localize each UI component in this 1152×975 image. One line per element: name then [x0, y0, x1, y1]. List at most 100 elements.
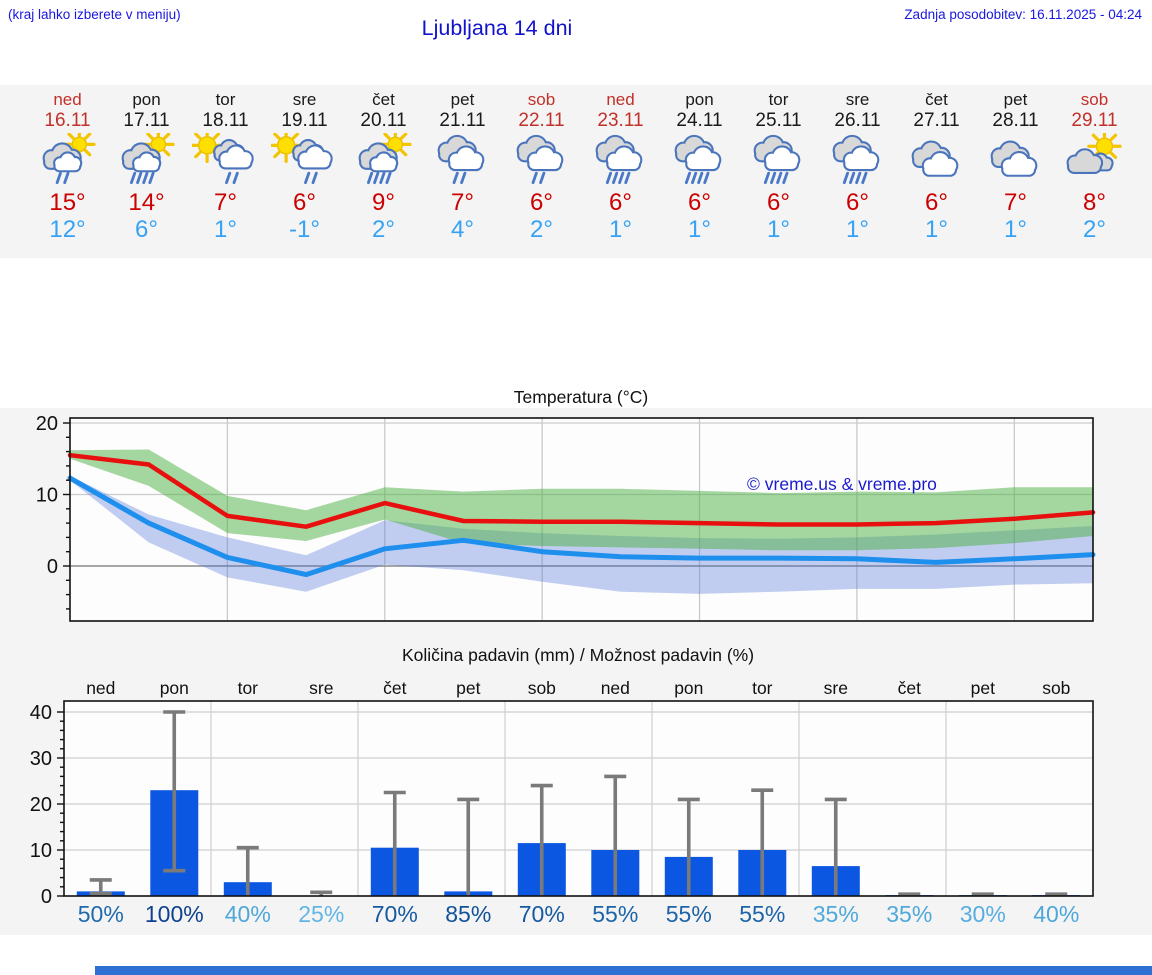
- precip-probability-label: 100%: [145, 901, 204, 927]
- day-date-label: 29.11: [1071, 110, 1118, 131]
- max-temp-label: 15°: [49, 189, 86, 216]
- weather-icon-sun-cloud-rain2: [42, 128, 96, 185]
- max-temp-label: 14°: [128, 189, 165, 216]
- min-temp-label: 2°: [530, 216, 553, 243]
- max-temp-label: 6°: [530, 189, 553, 216]
- day-date-label: 25.11: [755, 110, 802, 131]
- max-temp-label: 6°: [925, 189, 948, 216]
- day-date-label: 23.11: [597, 110, 644, 131]
- precip-probability-label: 50%: [78, 901, 124, 927]
- weather-icon-sunny-cloud-rain2: [188, 127, 254, 185]
- precip-probability-label: 85%: [445, 901, 491, 927]
- forecast-day[interactable]: čet 20.11 9° 2°: [344, 85, 423, 243]
- precip-day-label: sre: [824, 678, 848, 698]
- forecast-day[interactable]: tor 18.11 7° 1°: [186, 85, 265, 243]
- forecast-day[interactable]: ned 16.11 15° 12°: [28, 85, 107, 243]
- precip-whisker: [236, 845, 259, 896]
- forecast-day[interactable]: sre 26.11 6° 1°: [818, 85, 897, 243]
- forecast-day[interactable]: tor 25.11 6° 1°: [739, 85, 818, 243]
- menu-note: (kraj lahko izberete v meniju): [8, 7, 181, 22]
- max-temp-label: 6°: [846, 189, 869, 216]
- min-temp-label: 1°: [925, 216, 948, 243]
- cloud-icon-part: [368, 151, 398, 173]
- min-temp-label: 1°: [214, 216, 237, 243]
- forecast-day[interactable]: sob 22.11 6° 2°: [502, 85, 581, 243]
- precip-day-label: pet: [971, 678, 995, 698]
- weather-icon-clouds-rain4: [832, 134, 879, 185]
- rain-icon-part: [452, 171, 466, 185]
- weather-icon-cell: [344, 128, 423, 190]
- day-date-label: 16.11: [44, 110, 91, 131]
- min-temp-label: 2°: [372, 216, 395, 243]
- weather-icon-cell: [1055, 129, 1134, 190]
- weather-icon-clouds-rain2: [516, 134, 563, 185]
- precip-probability-label: 25%: [298, 901, 344, 927]
- min-temp-label: 4°: [451, 216, 474, 243]
- day-date-label: 26.11: [834, 110, 881, 131]
- cloud-icon-part: [1066, 148, 1103, 174]
- forecast-day[interactable]: sob 29.11 8° 2°: [1055, 85, 1134, 243]
- rain-icon-part: [55, 171, 69, 185]
- day-name-label: sre: [292, 90, 317, 109]
- footer-bar: [95, 966, 1152, 975]
- rain-icon-part: [605, 171, 630, 185]
- day-name-label: pet: [450, 90, 475, 109]
- cloud-icon-part: [296, 144, 333, 170]
- min-temp-label: -1°: [289, 216, 320, 243]
- weather-icon-cloud-sun: [1066, 129, 1122, 174]
- day-name-label: sre: [845, 90, 870, 109]
- day-name-label: pon: [685, 90, 714, 109]
- weather-icon-sunny-cloud-rain2: [267, 127, 333, 185]
- weather-icon-cell: [897, 133, 976, 190]
- day-name-label: sob: [527, 90, 556, 109]
- cloud-icon-part: [131, 151, 161, 173]
- cloud-icon-part: [842, 145, 879, 172]
- svg-text:40: 40: [30, 702, 52, 724]
- weather-icon-sun-cloud-rain4: [358, 128, 412, 185]
- min-temp-label: 1°: [609, 216, 632, 243]
- cloud-icon-part: [447, 145, 484, 172]
- cloud-icon-part: [52, 151, 82, 173]
- rain-icon-part: [224, 171, 239, 185]
- day-name-label: čet: [925, 90, 948, 109]
- forecast-day[interactable]: pon 17.11 14° 6°: [107, 85, 186, 243]
- svg-text:0: 0: [41, 886, 52, 908]
- forecast-day[interactable]: pon 24.11 6° 1°: [660, 85, 739, 243]
- day-name-label: ned: [53, 90, 82, 109]
- min-temp-label: 1°: [846, 216, 869, 243]
- weather-icon-clouds: [911, 140, 958, 177]
- weather-icon-clouds: [990, 140, 1037, 177]
- precip-chart-title: Količina padavin (mm) / Možnost padavin …: [401, 645, 755, 665]
- day-date-label: 18.11: [202, 110, 249, 131]
- weather-icon-cell: [581, 133, 660, 190]
- forecast-day[interactable]: sre 19.11 6° -1°: [265, 85, 344, 243]
- min-temp-label: 1°: [767, 216, 790, 243]
- forecast-day[interactable]: čet 27.11 6° 1°: [897, 85, 976, 243]
- forecast-day[interactable]: ned 23.11 6° 1°: [581, 85, 660, 243]
- day-date-label: 20.11: [360, 110, 407, 131]
- weather-icon-clouds-rain4: [674, 134, 721, 185]
- svg-text:10: 10: [36, 485, 58, 507]
- svg-text:20: 20: [36, 413, 58, 435]
- precip-day-label: ned: [86, 678, 115, 698]
- day-date-label: 28.11: [992, 110, 1039, 131]
- max-temp-label: 7°: [451, 189, 474, 216]
- precip-day-label: pon: [160, 678, 189, 698]
- weather-icon-cell: [660, 133, 739, 190]
- precip-probability-label: 55%: [592, 901, 638, 927]
- precip-day-label: sob: [1042, 678, 1070, 698]
- day-date-label: 27.11: [913, 110, 960, 131]
- max-temp-label: 7°: [1004, 189, 1027, 216]
- svg-text:30: 30: [30, 748, 52, 770]
- precip-day-label: pon: [674, 678, 703, 698]
- forecast-day[interactable]: pet 28.11 7° 1°: [976, 85, 1055, 243]
- last-update-label: Zadnja posodobitev: 16.11.2025 - 04:24: [904, 7, 1142, 22]
- watermark-link[interactable]: © vreme.us & vreme.pro: [747, 474, 937, 494]
- forecast-day[interactable]: pet 21.11 7° 4°: [423, 85, 502, 243]
- precip-day-label: tor: [752, 678, 773, 698]
- temperature-chart-title: Temperatura (°C): [513, 387, 649, 407]
- precip-day-label: čet: [383, 678, 406, 698]
- precip-probability-label: 55%: [666, 901, 712, 927]
- day-name-label: tor: [768, 90, 789, 109]
- precip-whisker: [163, 710, 186, 873]
